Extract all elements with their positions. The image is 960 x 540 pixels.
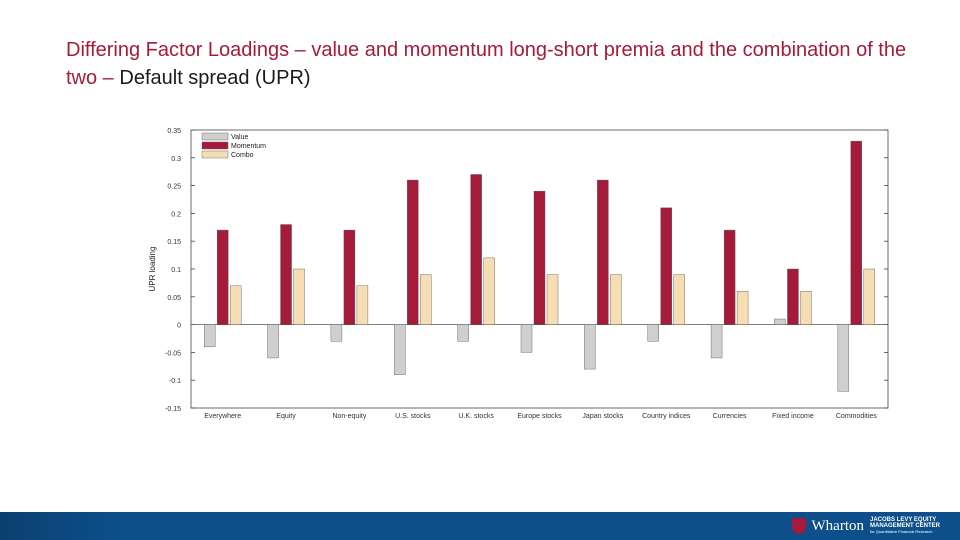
legend-label-combo: Combo bbox=[231, 152, 254, 159]
y-tick-label: -0.05 bbox=[165, 350, 181, 357]
x-tick-label: Equity bbox=[276, 413, 296, 420]
bar-combo bbox=[546, 274, 559, 325]
bar-momentum bbox=[850, 140, 863, 325]
wharton-shield-icon bbox=[791, 518, 806, 534]
bar-value bbox=[457, 324, 469, 342]
footer-stripe bbox=[0, 512, 120, 540]
wharton-jacobs-levy-logo: Wharton JACOBS LEVY EQUITY MANAGEMENT CE… bbox=[791, 515, 952, 537]
bar-value bbox=[584, 324, 596, 370]
x-tick-label: U.S. stocks bbox=[395, 413, 431, 420]
bar-momentum bbox=[723, 229, 736, 325]
slide-title-part2: Default spread (UPR) bbox=[119, 67, 311, 89]
bar-momentum bbox=[787, 268, 799, 325]
bar-value bbox=[267, 324, 279, 359]
x-tick-label: Non-equity bbox=[332, 413, 366, 420]
footer-bar: Wharton JACOBS LEVY EQUITY MANAGEMENT CE… bbox=[0, 512, 960, 540]
legend-swatch-momentum bbox=[201, 141, 229, 150]
legend-swatch-value bbox=[201, 132, 229, 141]
bar-value bbox=[203, 324, 216, 348]
y-tick-label: 0.2 bbox=[171, 211, 181, 218]
bar-momentum bbox=[216, 229, 229, 325]
bar-combo bbox=[229, 285, 242, 325]
slide-title-part1: Differing Factor Loadings – value and mo… bbox=[66, 39, 907, 89]
y-axis-label: UPR loading bbox=[148, 247, 157, 292]
y-tick-label: 0 bbox=[177, 323, 181, 330]
y-tick-label: 0.05 bbox=[167, 295, 181, 302]
bar-combo bbox=[483, 257, 495, 325]
y-tick-label: 0.15 bbox=[167, 239, 181, 246]
bar-value bbox=[837, 324, 850, 392]
y-tick-label: 0.3 bbox=[171, 156, 181, 163]
bar-combo bbox=[610, 274, 622, 325]
bar-value bbox=[647, 324, 659, 342]
bar-combo bbox=[356, 285, 369, 325]
x-tick-label: Fixed income bbox=[772, 413, 814, 420]
bar-momentum bbox=[470, 174, 482, 325]
x-tick-label: Country indices bbox=[642, 413, 691, 420]
legend-label-value: Value bbox=[231, 134, 248, 141]
logo-subtitle-1: JACOBS LEVY EQUITY bbox=[870, 517, 937, 523]
bar-value bbox=[330, 324, 343, 342]
bar-momentum bbox=[407, 179, 419, 325]
legend-label-momentum: Momentum bbox=[231, 143, 266, 150]
logo-subtitle-2: MANAGEMENT CENTER bbox=[870, 523, 940, 529]
y-tick-label: -0.15 bbox=[165, 406, 181, 413]
x-tick-label: Japan stocks bbox=[582, 413, 623, 420]
bar-value bbox=[774, 318, 786, 325]
bar-combo bbox=[736, 291, 749, 325]
y-tick-label: 0.35 bbox=[167, 128, 181, 135]
logo-subtitle-3: for Quantitative Financial Research bbox=[870, 529, 933, 534]
bar-value bbox=[520, 324, 533, 353]
legend-swatch-combo bbox=[201, 150, 229, 159]
x-tick-label: Commodities bbox=[836, 413, 877, 420]
bar-combo bbox=[800, 291, 812, 325]
x-tick-label: Currencies bbox=[713, 413, 747, 420]
bar-momentum bbox=[343, 229, 356, 325]
bar-value bbox=[710, 324, 723, 359]
slide-title: Differing Factor Loadings – value and mo… bbox=[66, 36, 926, 92]
upr-loading-bar-chart: -0.15 -0.1 -0.05 0 0.05 0.1 0.15 0.2 0.25 0.3 0.35… bbox=[148, 128, 889, 420]
bar-combo bbox=[673, 274, 685, 325]
bar-value bbox=[394, 324, 406, 375]
y-tick-label: 0.1 bbox=[171, 267, 181, 274]
wharton-wordmark: Wharton bbox=[811, 517, 864, 534]
x-tick-label: U.K. stocks bbox=[458, 413, 494, 420]
x-tick-label: Everywhere bbox=[204, 413, 241, 420]
jacobs-levy-wordmark: JACOBS LEVY EQUITY MANAGEMENT CENTER for… bbox=[870, 517, 952, 535]
y-tick-label: 0.25 bbox=[167, 184, 181, 191]
bar-momentum bbox=[660, 207, 672, 325]
bar-momentum bbox=[597, 179, 609, 325]
bar-momentum bbox=[280, 224, 292, 325]
bar-combo bbox=[420, 274, 432, 325]
bar-momentum bbox=[533, 190, 546, 325]
bar-combo bbox=[293, 268, 305, 325]
x-tick-label: Europe stocks bbox=[517, 413, 562, 420]
y-tick-label: -0.1 bbox=[169, 378, 181, 385]
bar-combo bbox=[863, 268, 876, 325]
